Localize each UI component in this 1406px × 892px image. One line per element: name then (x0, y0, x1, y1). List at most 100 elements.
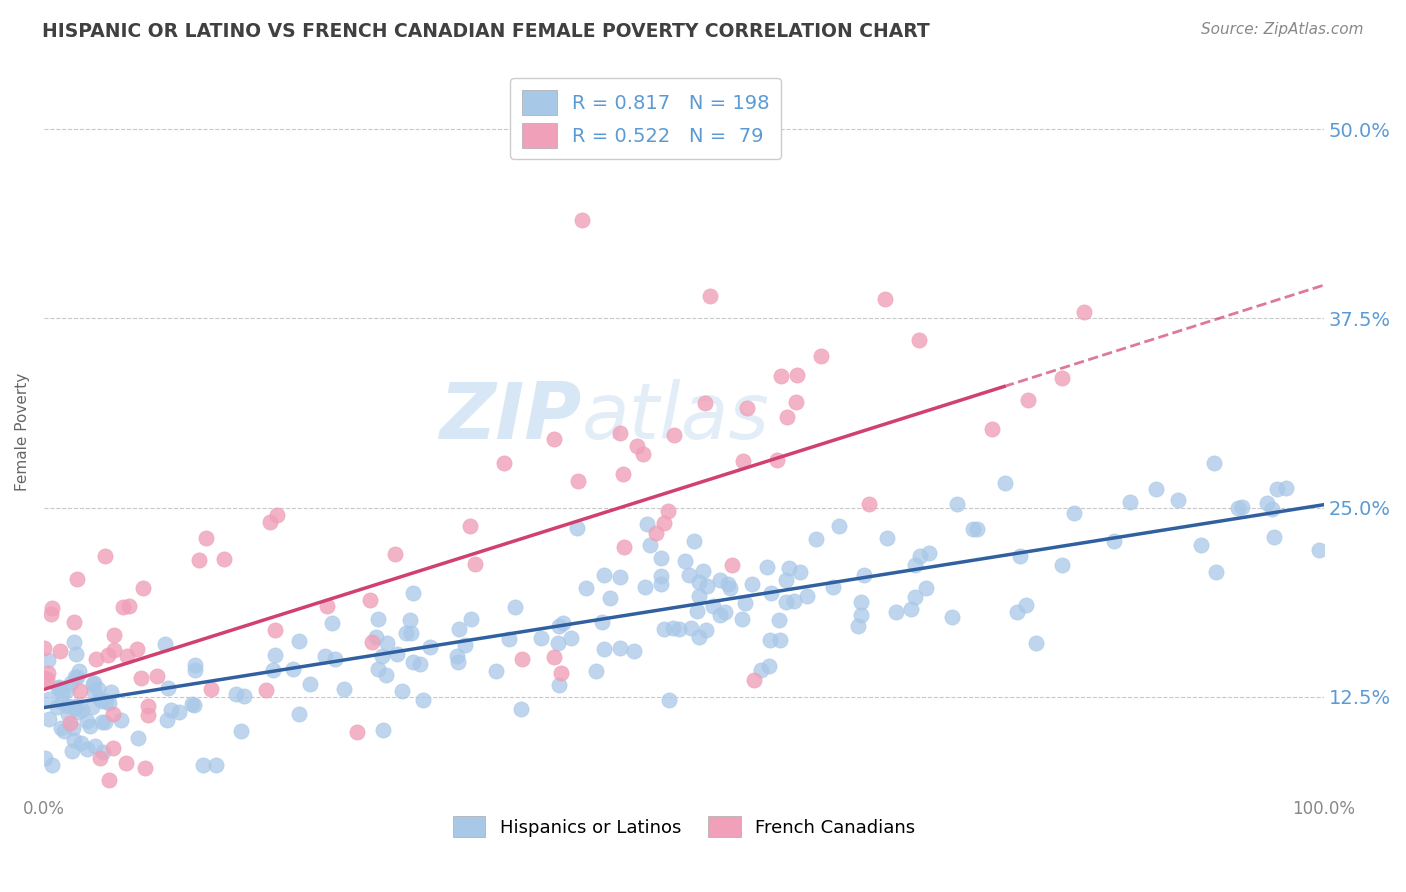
Point (775, 595, 797, 609)
Point (263, 623, 285, 637)
Point (401, 626, 423, 640)
Point (742, 673, 765, 687)
Point (58, 698, 80, 713)
Point (160, 703, 183, 717)
Point (46, 700, 69, 714)
Point (91, 694, 114, 708)
Point (592, 642, 614, 657)
Point (650, 576, 672, 591)
Point (609, 570, 631, 584)
Point (910, 549, 932, 563)
Point (1025, 636, 1047, 650)
Point (693, 396, 716, 410)
Point (346, 725, 368, 739)
Point (323, 652, 346, 666)
Point (755, 559, 778, 574)
Point (543, 650, 565, 665)
Point (93, 745, 115, 759)
Point (97, 648, 120, 662)
Point (509, 702, 531, 716)
Point (287, 634, 309, 648)
Point (101, 741, 124, 756)
Point (225, 687, 247, 701)
Point (262, 663, 284, 677)
Point (100, 684, 122, 698)
Point (193, 758, 215, 772)
Point (713, 605, 735, 619)
Point (69, 736, 91, 750)
Point (32, 641, 55, 656)
Point (709, 574, 731, 588)
Point (84, 739, 107, 753)
Point (62, 722, 84, 736)
Point (810, 349, 832, 363)
Point (93, 715, 115, 730)
Point (56, 682, 79, 697)
Point (821, 580, 844, 594)
Point (786, 368, 808, 382)
Point (37, 712, 59, 726)
Point (156, 681, 179, 695)
Point (59, 676, 82, 690)
Point (371, 723, 394, 738)
Point (156, 713, 179, 727)
Point (769, 632, 792, 647)
Point (132, 581, 155, 595)
Point (103, 628, 125, 642)
Point (314, 648, 336, 663)
Point (636, 516, 658, 531)
Point (359, 593, 381, 607)
Point (118, 599, 141, 613)
Point (37, 653, 59, 667)
Point (804, 532, 827, 546)
Point (205, 758, 228, 772)
Point (702, 599, 724, 613)
Point (785, 395, 807, 409)
Point (48, 680, 70, 694)
Point (918, 546, 941, 560)
Point (110, 713, 132, 727)
Point (127, 731, 149, 745)
Point (458, 518, 481, 533)
Point (38, 692, 60, 706)
Point (366, 631, 388, 645)
Point (65, 647, 87, 661)
Point (1144, 482, 1167, 496)
Point (612, 467, 634, 481)
Point (56, 707, 79, 722)
Point (775, 409, 797, 424)
Point (737, 401, 759, 415)
Point (446, 648, 468, 663)
Point (994, 475, 1017, 490)
Point (548, 678, 571, 692)
Point (1007, 605, 1029, 619)
Point (412, 693, 434, 707)
Point (673, 554, 696, 568)
Point (51, 695, 73, 709)
Point (83, 684, 105, 698)
Point (644, 526, 666, 541)
Point (553, 615, 575, 630)
Point (1275, 481, 1298, 495)
Point (65, 699, 87, 714)
Point (214, 552, 236, 566)
Point (63, 701, 86, 715)
Point (1104, 534, 1126, 549)
Point (1308, 543, 1330, 558)
Point (510, 652, 533, 666)
Point (136, 708, 159, 723)
Point (718, 581, 741, 595)
Point (652, 516, 675, 531)
Point (183, 698, 205, 713)
Point (111, 599, 134, 614)
Point (37, 672, 59, 686)
Point (67, 706, 90, 720)
Point (1119, 495, 1142, 509)
Point (367, 662, 389, 676)
Point (1050, 558, 1073, 572)
Point (288, 707, 311, 722)
Point (734, 596, 756, 610)
Point (134, 761, 156, 775)
Point (662, 621, 685, 635)
Point (858, 497, 880, 511)
